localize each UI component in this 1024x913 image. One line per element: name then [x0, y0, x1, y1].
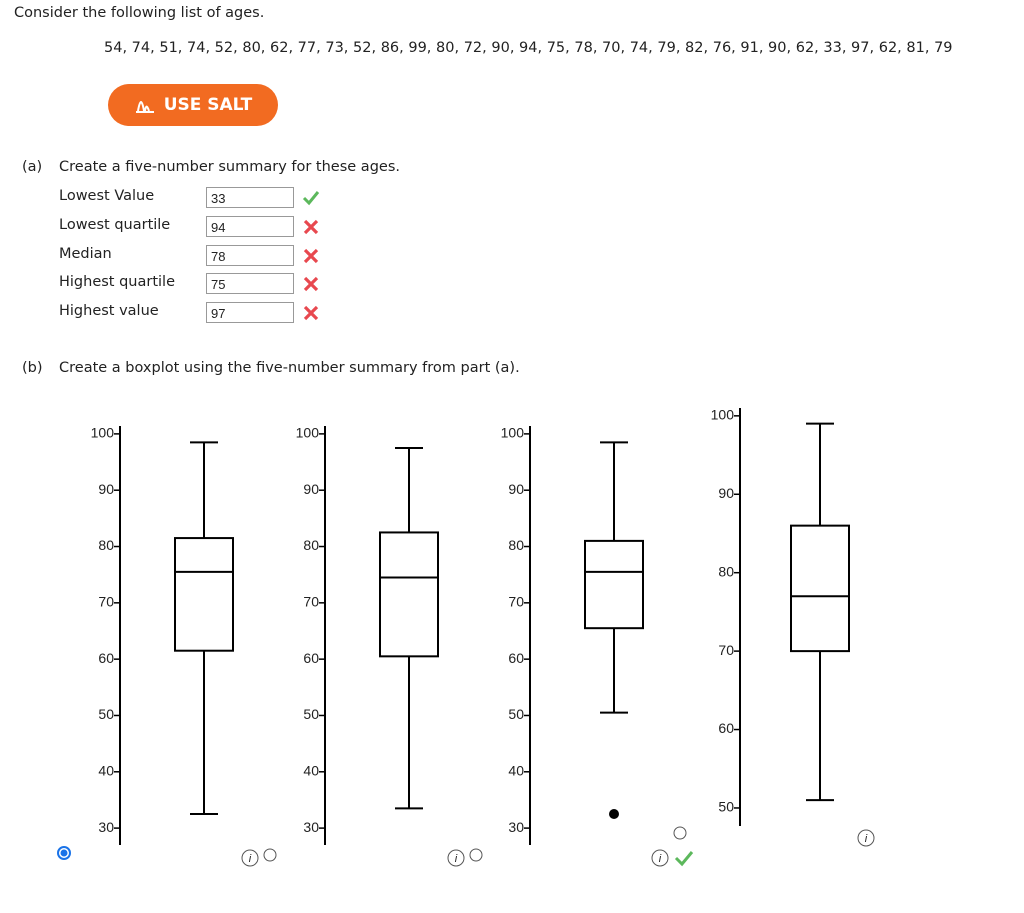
wrong-mark — [303, 248, 319, 264]
y-tick-label: 30 — [508, 819, 524, 835]
y-tick-label: 40 — [303, 762, 319, 778]
answer-input[interactable]: 78 — [206, 245, 294, 266]
row-label: Median — [59, 246, 112, 262]
y-tick-label: 70 — [98, 594, 114, 610]
y-tick-label: 90 — [98, 481, 114, 497]
y-tick-label: 50 — [98, 706, 114, 722]
radio[interactable] — [263, 848, 277, 862]
correct-check — [674, 851, 694, 867]
row-label: Lowest quartile — [59, 217, 171, 233]
box — [379, 531, 439, 658]
info-glyphs: i i i i — [249, 833, 868, 865]
y-tick-label: 50 — [508, 706, 524, 722]
ages-list: 54, 74, 51, 74, 52, 80, 62, 77, 73, 52, … — [104, 40, 953, 56]
salt-icon — [135, 101, 154, 113]
info-i: i — [455, 853, 458, 865]
y-tick-label: 50 — [718, 799, 734, 815]
answer-input[interactable]: 97 — [206, 302, 294, 323]
y-tick-label: 70 — [303, 594, 319, 610]
part-b-label: (b) — [22, 360, 43, 376]
y-tick-label: 100 — [296, 425, 320, 441]
row-label: Lowest Value — [59, 188, 155, 204]
y-tick-label: 100 — [91, 425, 115, 441]
y-tick-label: 30 — [98, 819, 114, 835]
outlier — [609, 809, 619, 820]
y-tick-label: 80 — [718, 563, 734, 579]
part-a-text: Create a five-number summary for these a… — [59, 159, 400, 175]
salt-label: USE SALT — [163, 95, 253, 115]
y-tick-label: 90 — [508, 481, 524, 497]
wrong-mark — [303, 305, 319, 321]
part-b-text: Create a boxplot using the five-number s… — [59, 360, 520, 376]
salt-button[interactable]: USE SALT — [108, 84, 278, 126]
info-icons — [241, 829, 875, 867]
info-i: i — [249, 853, 252, 865]
y-tick-label: 70 — [718, 642, 734, 658]
y-tick-label: 100 — [501, 425, 525, 441]
part-a-label: (a) — [22, 159, 43, 175]
box — [790, 524, 850, 653]
y-tick-label: 60 — [98, 650, 114, 666]
answer-input[interactable]: 94 — [206, 216, 294, 237]
answer-input[interactable]: 33 — [206, 187, 294, 208]
radio[interactable] — [469, 848, 483, 862]
radio-dot — [60, 849, 68, 857]
box — [584, 539, 644, 630]
y-tick-label: 90 — [718, 485, 734, 501]
y-tick-label: 60 — [303, 650, 319, 666]
prompt: Consider the following list of ages. — [14, 5, 265, 21]
y-tick-label: 30 — [303, 819, 319, 835]
y-tick-label: 80 — [98, 537, 114, 553]
answer-input[interactable]: 75 — [206, 273, 294, 294]
row-label: Highest value — [59, 303, 159, 319]
info-i: i — [659, 853, 662, 865]
y-tick-label: 80 — [508, 537, 524, 553]
info-icon[interactable] — [651, 849, 669, 867]
y-tick-label: 40 — [98, 762, 114, 778]
box — [174, 537, 234, 652]
info-i: i — [865, 833, 868, 845]
y-tick-label: 90 — [303, 481, 319, 497]
y-tick-label: 50 — [303, 706, 319, 722]
y-tick-label: 40 — [508, 762, 524, 778]
y-tick-label: 70 — [508, 594, 524, 610]
correct-mark — [302, 191, 320, 206]
info-icon[interactable] — [857, 829, 875, 847]
row-label: Highest quartile — [59, 274, 175, 290]
wrong-mark — [303, 276, 319, 292]
wrong-mark — [303, 219, 319, 235]
y-tick-label: 60 — [508, 650, 524, 666]
y-tick-label: 100 — [711, 407, 735, 423]
y-tick-label: 60 — [718, 720, 734, 736]
info-icon[interactable] — [241, 849, 259, 867]
y-tick-label: 80 — [303, 537, 319, 553]
radio[interactable] — [673, 826, 687, 840]
radio-selected[interactable] — [57, 846, 71, 860]
info-icon[interactable] — [447, 849, 465, 867]
